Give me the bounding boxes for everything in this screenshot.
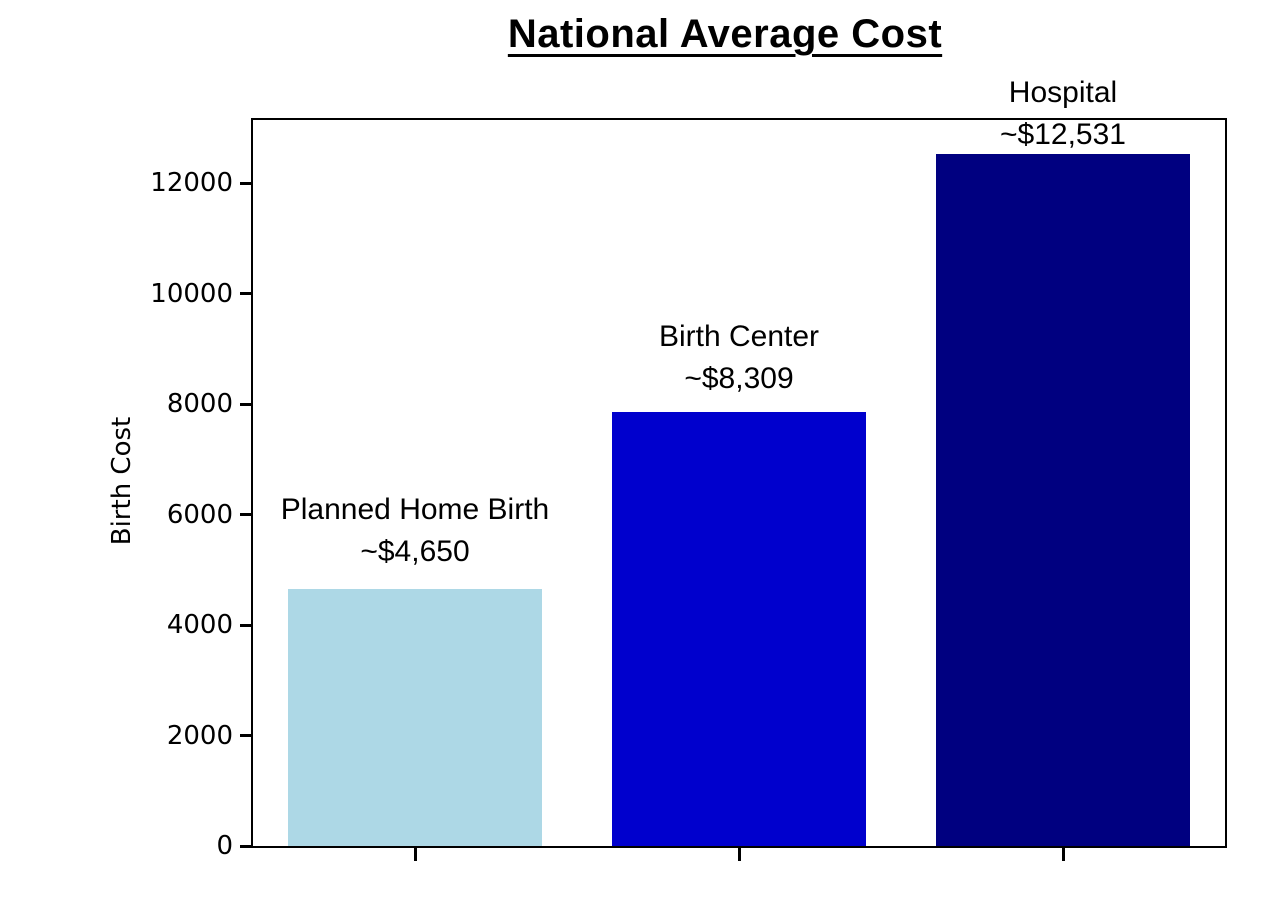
y-tick-label: 6000 [166,499,233,530]
y-tick-mark [240,513,251,517]
x-tick-mark [1061,848,1065,861]
bar-category-label: Planned Home Birth [280,493,550,526]
x-tick-mark [737,848,741,861]
bar-annotation-hospital: Hospital ~$12,531 [1000,72,1126,156]
bar-birth-center [612,412,866,846]
bar-category-label: Birth Center [658,320,820,353]
bar-annotation-birth-center: Birth Center ~$8,309 [659,316,819,400]
y-tick-label: 0 [216,831,233,861]
bar-category-label: Hospital [1008,76,1118,109]
bar-annotation-planned-home-birth: Planned Home Birth ~$4,650 [281,489,549,573]
y-tick-label: 2000 [166,720,233,751]
x-tick-mark [413,848,417,861]
y-tick-mark [240,181,251,185]
bar-planned-home-birth [288,589,542,846]
y-tick-mark [240,623,251,627]
bar-hospital [936,154,1190,846]
y-tick-label: 12000 [150,168,233,199]
y-tick-mark [240,292,251,296]
y-tick-mark [240,844,251,848]
plot-area: 0 2000 4000 6000 8000 10000 12000 Planned Home… [150,76,1227,861]
bar-value-label: ~$4,650 [360,535,470,568]
bar-value-label: ~$12,531 [1000,118,1126,151]
y-tick-label: 10000 [150,278,233,309]
y-tick-mark [240,402,251,406]
chart-title: National Average Cost [507,12,943,56]
bar-value-label: ~$8,309 [684,362,794,395]
y-tick-label: 8000 [166,389,233,420]
y-tick-mark [240,734,251,738]
y-tick-label: 4000 [166,610,233,641]
